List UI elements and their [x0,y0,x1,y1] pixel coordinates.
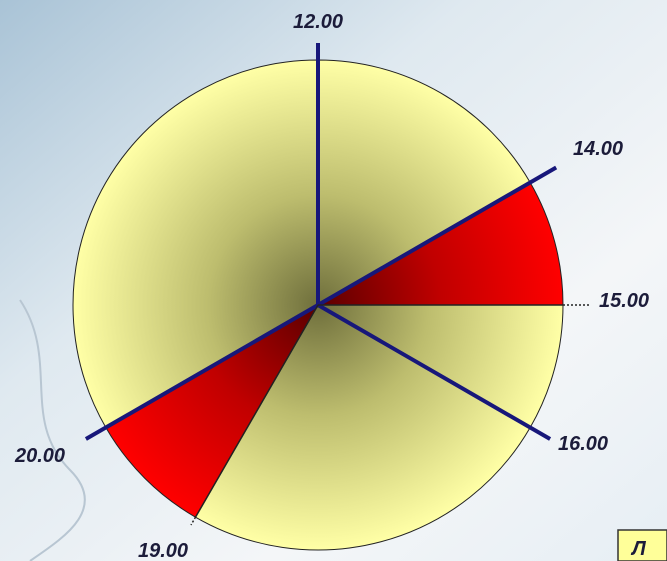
box-text: Л [630,538,647,560]
time-label: 20.00 [14,445,65,467]
boundary-line [194,304,319,518]
pie-sector [317,59,531,306]
time-label: 16.00 [558,433,608,455]
hand-line [84,303,319,441]
leader-line [190,516,197,526]
time-label: 12.00 [293,11,343,33]
time-label: 19.00 [138,540,188,561]
decoration [19,299,86,561]
pie-sector [194,304,531,551]
pie-sector [105,303,320,518]
pie-sector [316,181,564,306]
time-label: 15.00 [599,290,649,312]
time-label: 14.00 [573,138,623,160]
text-box [617,529,667,561]
pie-sector [316,304,564,429]
hand-line [316,165,558,307]
hand-lines [84,43,590,526]
wedges [72,59,564,551]
pie-sector [72,59,319,429]
hand-line [316,303,552,441]
